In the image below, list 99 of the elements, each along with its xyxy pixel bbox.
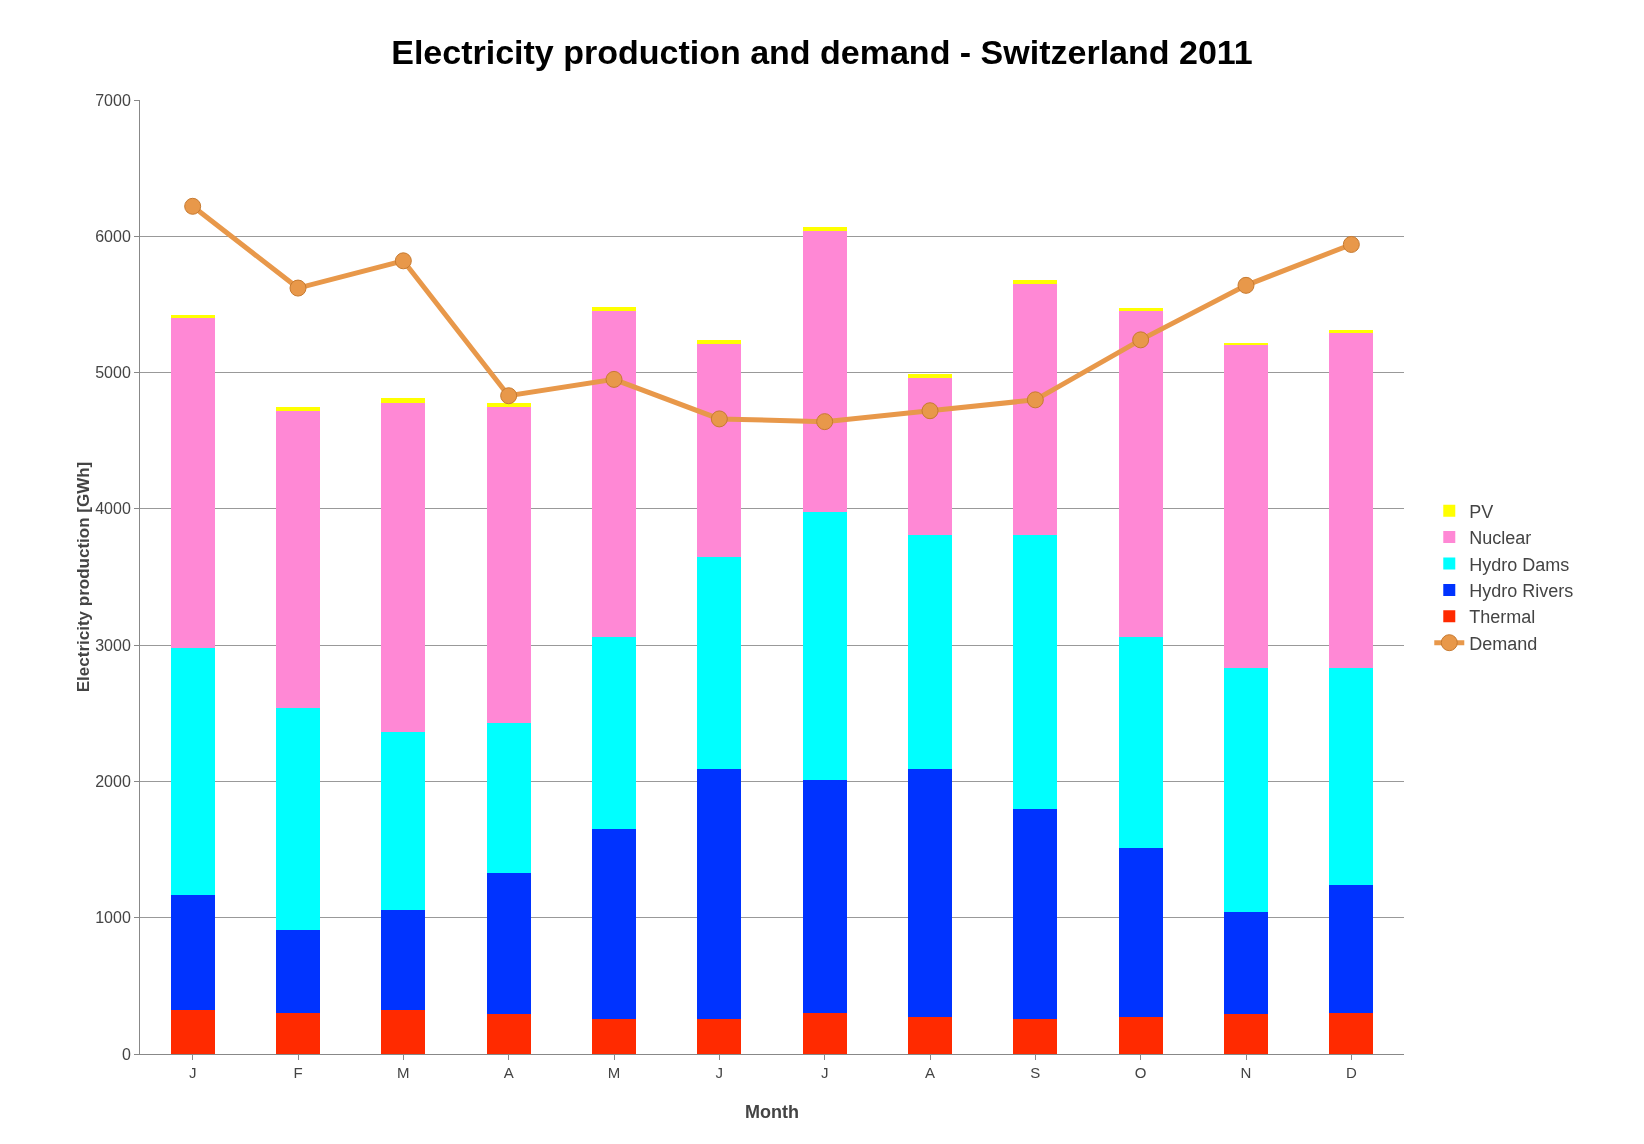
bar (591, 307, 637, 312)
bar (907, 769, 953, 1017)
bar (381, 1010, 426, 1054)
x-tick-label: S (1030, 1064, 1041, 1081)
bar (907, 534, 953, 770)
y-tick-label: 0 (121, 1045, 131, 1063)
bar (486, 402, 531, 407)
bar (275, 707, 321, 930)
legend-label: Thermal (1469, 607, 1536, 628)
bar (697, 343, 742, 557)
bar (907, 378, 953, 535)
bar (381, 398, 426, 403)
bar (275, 929, 321, 1014)
bar (1223, 1014, 1269, 1054)
x-tick-label: A (924, 1064, 936, 1081)
legend-label: Hydro Dams (1469, 554, 1570, 575)
point (816, 413, 834, 431)
bar (1013, 534, 1058, 809)
bar (486, 406, 531, 723)
bar (591, 1018, 637, 1054)
x-tick-label: O (1134, 1064, 1147, 1081)
bar (1329, 330, 1374, 334)
bar (802, 780, 847, 1014)
y-tick-label: 2000 (95, 773, 131, 791)
y-tick-label: 1000 (95, 909, 131, 927)
x-tick-label: J (820, 1064, 829, 1081)
bar (1329, 668, 1374, 886)
x-tick-label: J (188, 1064, 197, 1081)
bar (802, 226, 847, 231)
legend-label: Hydro Rivers (1469, 580, 1574, 601)
bar (170, 647, 215, 895)
y-tick-label: 4000 (95, 500, 131, 518)
bar (1329, 885, 1374, 1014)
bar (802, 230, 847, 512)
x-tick-label: M (607, 1064, 621, 1081)
bar (591, 829, 637, 1019)
x-tick-label: D (1345, 1064, 1357, 1081)
point (184, 197, 202, 215)
point (289, 279, 307, 297)
bar (381, 402, 426, 733)
point (605, 370, 623, 388)
x-tick-label: A (503, 1064, 514, 1081)
bar (275, 407, 321, 411)
bar (697, 769, 742, 1019)
y-tick-label: 6000 (95, 227, 131, 245)
bar (907, 1016, 953, 1054)
legend-label: Nuclear (1469, 528, 1532, 549)
bar (697, 1018, 742, 1054)
bar (170, 894, 215, 1011)
x-tick-label: J (715, 1064, 724, 1081)
point (1237, 276, 1255, 294)
bar (907, 373, 953, 379)
bar (275, 410, 321, 708)
chart-title: Electricity production and demand - Switzerland 2011 (391, 32, 1253, 71)
bar (1118, 1016, 1163, 1054)
bar (697, 339, 742, 344)
bar (591, 311, 637, 637)
x-tick-label: N (1240, 1064, 1252, 1081)
y-tick-label: 3000 (95, 636, 131, 654)
y-tick-label: 5000 (95, 364, 131, 382)
bar (1223, 912, 1269, 1015)
bar (275, 1013, 321, 1054)
bar (1118, 848, 1163, 1017)
bar (1118, 311, 1163, 637)
bar (1013, 283, 1058, 535)
bar (1329, 333, 1374, 669)
bar (486, 872, 531, 1015)
bar (381, 732, 426, 910)
x-tick-label: M (397, 1064, 410, 1081)
bar (486, 722, 531, 873)
bar (1013, 808, 1058, 1019)
bar (1013, 1018, 1058, 1054)
x-axis-title: Month (745, 1102, 799, 1122)
bar (1223, 345, 1269, 669)
legend-label: Demand (1469, 633, 1538, 654)
bar (1223, 668, 1269, 913)
point (1132, 331, 1150, 349)
y-tick-label: 7000 (95, 91, 131, 109)
point (394, 252, 412, 270)
bar (1118, 636, 1163, 849)
bar (1329, 1013, 1374, 1054)
y-axis-title: Electricity production [GWh] (74, 461, 94, 693)
bar (1013, 279, 1058, 284)
bar (170, 318, 215, 648)
bar (697, 556, 742, 770)
point (1342, 235, 1360, 253)
point (710, 410, 728, 428)
legend-label: PV (1469, 501, 1494, 522)
bar (170, 315, 215, 319)
bar (591, 636, 637, 830)
bar (802, 1013, 847, 1054)
point (500, 387, 518, 405)
bar (170, 1010, 215, 1054)
point (921, 402, 939, 420)
x-tick-label: F (293, 1064, 303, 1081)
bar (802, 511, 847, 781)
bar (486, 1014, 531, 1054)
point (1026, 391, 1044, 409)
bar (381, 909, 426, 1011)
